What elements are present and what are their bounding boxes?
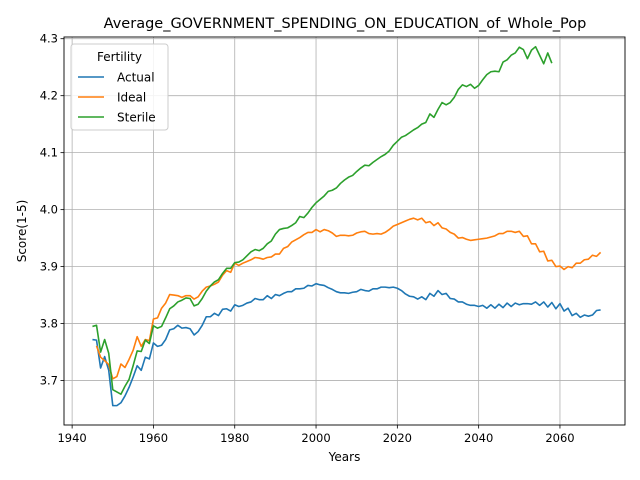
legend-label-ideal: Ideal	[117, 91, 146, 105]
x-tick-label: 2020	[383, 431, 412, 445]
legend-title: Fertility	[97, 50, 142, 64]
legend-label-actual: Actual	[117, 71, 155, 85]
x-tick-label: 2000	[301, 431, 330, 445]
y-tick-label: 3.7	[40, 374, 58, 388]
chart-title: Average_GOVERNMENT_SPENDING_ON_EDUCATION…	[104, 16, 587, 32]
axis-ticks: 1940 1960 1980 2000 2020 2040 2060 3.7 3.8 3.9 4.0…	[40, 32, 575, 445]
legend-entries: Actual Ideal Sterile	[78, 71, 156, 125]
y-tick-label: 4.1	[40, 146, 58, 160]
y-tick-label: 4.2	[40, 89, 58, 103]
x-tick-label: 1960	[139, 431, 168, 445]
series-line-sterile	[92, 45, 553, 396]
grid	[64, 37, 625, 425]
x-tick-label: 2040	[464, 431, 493, 445]
y-tick-label: 3.8	[40, 317, 58, 331]
legend: Fertility Actual Ideal Sterile	[70, 43, 169, 131]
series-line-actual	[92, 282, 601, 407]
x-tick-label: 2060	[545, 431, 574, 445]
legend-box	[70, 43, 169, 131]
y-tick-label: 3.9	[40, 260, 58, 274]
y-tick-label: 4.3	[40, 32, 58, 46]
y-tick-label: 4.0	[40, 203, 58, 217]
plot-frame	[63, 36, 626, 426]
x-tick-label: 1980	[220, 431, 249, 445]
y-axis-title: Score(1-5)	[15, 200, 29, 263]
legend-label-sterile: Sterile	[117, 111, 156, 125]
series-lines	[92, 45, 602, 407]
x-axis-title: Years	[328, 450, 361, 464]
series-line-ideal	[95, 217, 602, 380]
x-tick-label: 1940	[57, 431, 86, 445]
